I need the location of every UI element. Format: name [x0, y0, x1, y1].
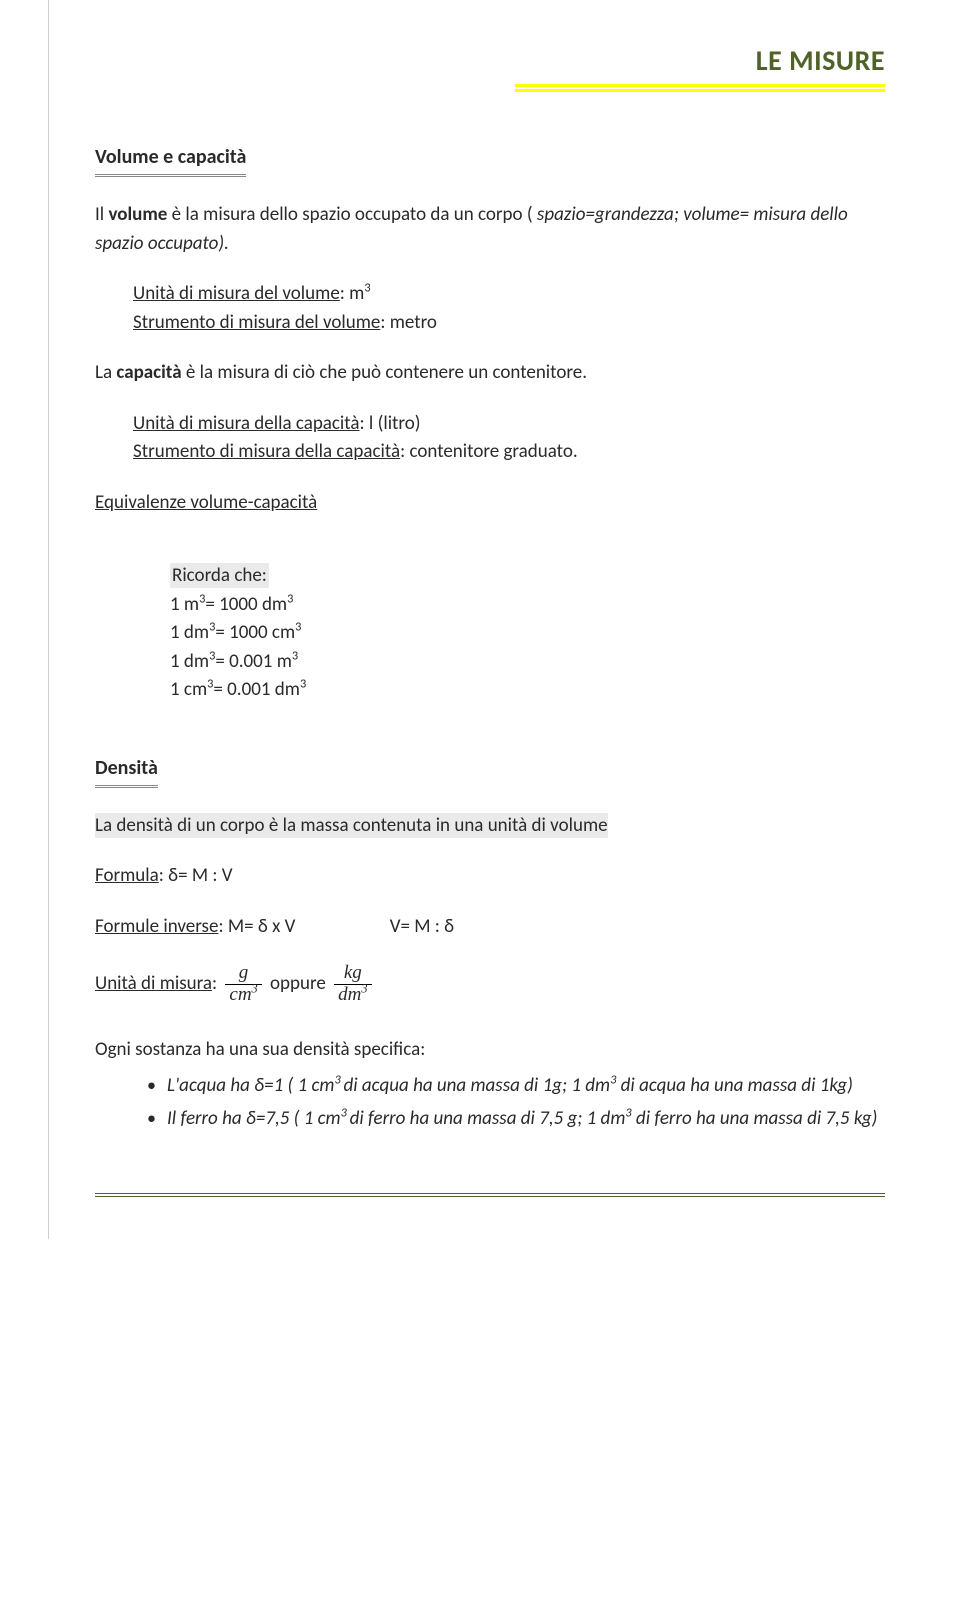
left-margin-rule [48, 0, 49, 1239]
density-definition: La densità di un corpo è la massa conten… [95, 812, 885, 841]
instrument-capacity-label: Strumento di misura della capacità [133, 440, 400, 463]
text: ( 1 cm [294, 1107, 341, 1130]
formula-label: Formula [95, 864, 159, 887]
exp: 3 [361, 982, 367, 996]
instrument-volume-label: Strumento di misura del volume [133, 311, 380, 334]
list-item: L'acqua ha δ=1 ( 1 cm3 di acqua ha una m… [147, 1072, 885, 1101]
density-units: Unità di misura: g cm3 oppure kg dm3 [95, 963, 885, 1006]
section-heading-volume: Volume e capacità [95, 142, 246, 177]
text: = 1000 dm [205, 593, 287, 616]
exp: 3 [364, 281, 370, 296]
density-definition-text: La densità di un corpo è la massa conten… [95, 813, 608, 838]
text: di acqua ha una massa di 1g; 1 dm [343, 1074, 610, 1097]
capacity-units-block: Unità di misura della capacità: l (litro… [133, 410, 885, 467]
instrument-capacity-value: : contenitore graduato. [400, 440, 578, 463]
paragraph-capacity-def: La capacità è la misura di ciò che può c… [95, 359, 885, 388]
equivalence-heading: Equivalenze volume-capacità [95, 489, 885, 518]
instrument-volume-value: : metro [380, 311, 437, 334]
sep: : [212, 972, 221, 995]
exp: 3 [287, 591, 293, 606]
title-underline [515, 84, 885, 92]
text: = 0.001 m [215, 650, 292, 673]
frac-den: cm3 [225, 984, 261, 1006]
paragraph-volume-def: Il volume è la misura dello spazio occup… [95, 201, 885, 258]
exp: 3 [341, 1105, 350, 1120]
list-item: Il ferro ha δ=7,5 ( 1 cm3 di ferro ha un… [147, 1105, 885, 1134]
text: La [95, 361, 116, 384]
remember-title: Ricorda che: [170, 563, 269, 588]
unit-volume-value: : m [340, 282, 365, 305]
text: = 0.001 dm [213, 678, 300, 701]
inverse-formulas: Formule inverse: M= δ x V V= M : δ [95, 913, 885, 942]
text: di ferro ha una massa di 7,5 kg) [632, 1107, 878, 1130]
text: 1 m [170, 593, 199, 616]
text: Il [95, 203, 108, 226]
unit-capacity-value: : l (litro) [360, 412, 421, 435]
inverse-a: : M= δ x V [218, 915, 295, 938]
text: 1 dm [170, 621, 209, 644]
page-title: LE MISURE [95, 40, 885, 82]
text: cm [229, 984, 251, 1005]
text: dm [338, 984, 361, 1005]
fraction-g-cm3: g cm3 [225, 963, 261, 1006]
text: 1 dm [170, 650, 209, 673]
specific-density-intro: Ogni sostanza ha una sua densità specifi… [95, 1036, 885, 1065]
text: di acqua ha una massa di 1kg) [616, 1074, 853, 1097]
oppure-text: oppure [270, 972, 330, 995]
text: di ferro ha una massa di 7,5 g; 1 dm [350, 1107, 626, 1130]
fraction-kg-dm3: kg dm3 [334, 963, 371, 1006]
text: Il ferro ha δ=7,5 [167, 1107, 294, 1130]
section-heading-density: Densità [95, 753, 158, 788]
remember-box: Ricorda che: 1 m3= 1000 dm3 1 dm3= 1000 … [170, 562, 885, 705]
exp: 3 [295, 620, 301, 635]
remember-line-3: 1 dm3= 0.001 m3 [170, 648, 885, 677]
unit-label: Unità di misura [95, 972, 212, 995]
footer-rule [95, 1193, 885, 1197]
text: L'acqua ha δ=1 [167, 1074, 288, 1097]
text: 1 cm [170, 678, 207, 701]
remember-line-1: 1 m3= 1000 dm3 [170, 591, 885, 620]
density-formula: Formula: δ= M : V [95, 862, 885, 891]
unit-capacity-label: Unità di misura della capacità [133, 412, 360, 435]
specific-density-list: L'acqua ha δ=1 ( 1 cm3 di acqua ha una m… [147, 1072, 885, 1133]
text: = 1000 cm [215, 621, 295, 644]
exp: 3 [292, 648, 298, 663]
exp: 3 [300, 677, 306, 692]
term-volume: volume [108, 203, 167, 226]
text: è la misura di ciò che può contenere un … [182, 361, 587, 384]
equivalence-heading-text: Equivalenze volume-capacità [95, 491, 317, 514]
inverse-b: V= M : δ [390, 913, 454, 942]
exp: 3 [252, 982, 258, 996]
remember-line-4: 1 cm3= 0.001 dm3 [170, 676, 885, 705]
frac-den: dm3 [334, 984, 371, 1006]
unit-volume-label: Unità di misura del volume [133, 282, 340, 305]
text: è la misura dello spazio occupato da un … [167, 203, 537, 226]
term-capacity: capacità [116, 361, 181, 384]
volume-units-block: Unità di misura del volume: m3 Strumento… [133, 280, 885, 337]
formula-value: : δ= M : V [159, 864, 233, 887]
inverse-label: Formule inverse [95, 915, 218, 938]
text: ( 1 cm [288, 1074, 335, 1097]
remember-line-2: 1 dm3= 1000 cm3 [170, 619, 885, 648]
